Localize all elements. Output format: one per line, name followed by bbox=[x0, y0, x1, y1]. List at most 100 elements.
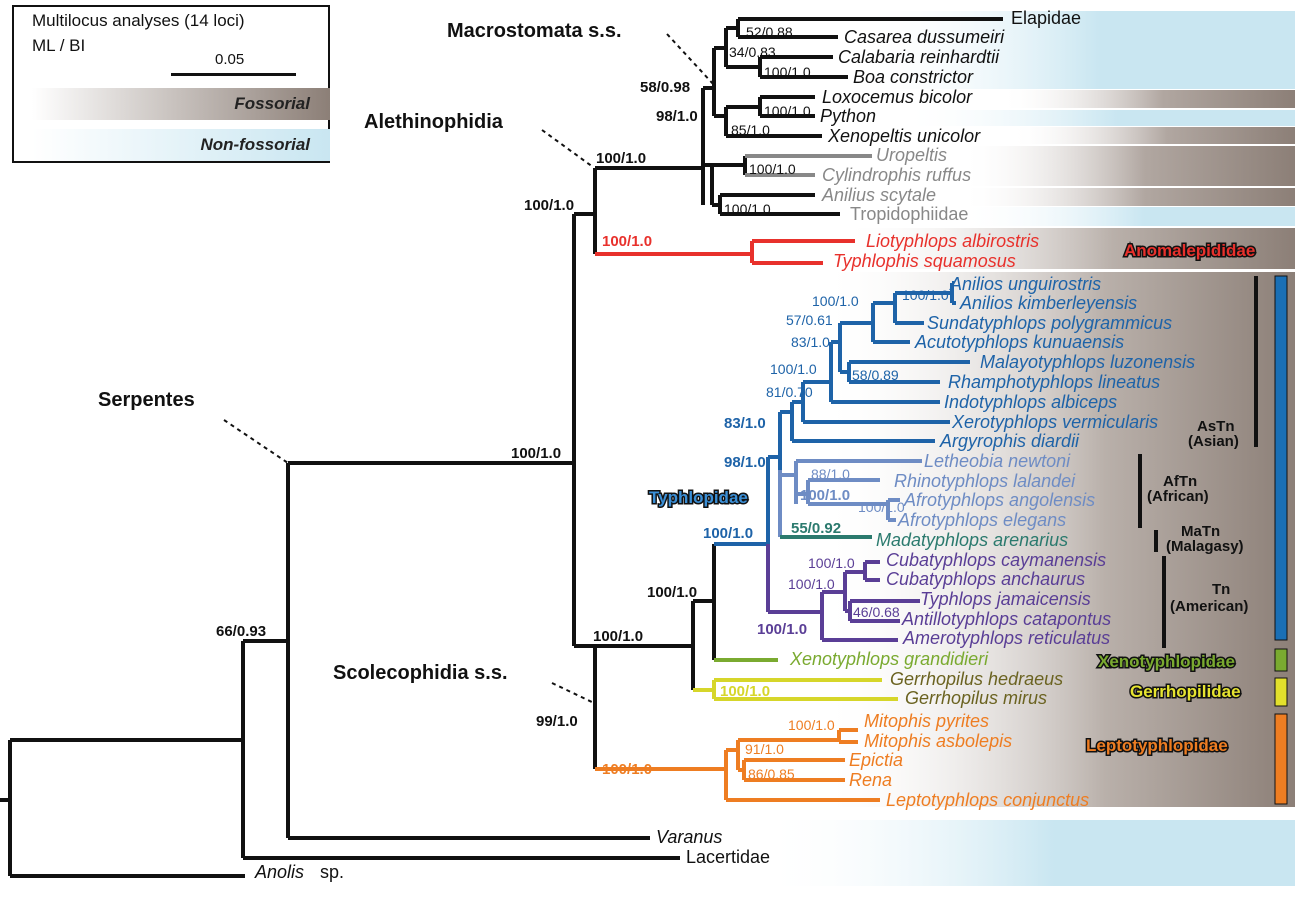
support-57: 57/0.61 bbox=[786, 312, 833, 328]
tip-antillo: Antillotyphlops catapontus bbox=[901, 609, 1111, 629]
support-85: 85/1.0 bbox=[731, 122, 770, 138]
bar-leptotyphlopidae bbox=[1274, 713, 1288, 805]
support-99: 99/1.0 bbox=[536, 713, 578, 730]
tip-letheobia: Letheobia newtoni bbox=[924, 451, 1071, 471]
clade-label-alethinophidia: Alethinophidia bbox=[364, 111, 504, 133]
tip-cylindrophis: Cylindrophis ruffus bbox=[822, 165, 971, 185]
support-typhlopidae: 100/1.0 bbox=[703, 525, 753, 542]
tip-anilios-u: Anilios unguirostris bbox=[949, 274, 1101, 294]
legend-fossorial-swatch: Fossorial bbox=[32, 88, 330, 120]
bar-gerrhopilidae bbox=[1274, 677, 1288, 707]
tip-calabaria: Calabaria reinhardtii bbox=[838, 47, 1000, 67]
support-58-098: 58/0.98 bbox=[640, 79, 690, 96]
tip-anilius: Anilius scytale bbox=[821, 185, 936, 205]
support-81: 81/0.70 bbox=[766, 384, 813, 400]
support-uropeltis: 100/1.0 bbox=[749, 161, 796, 177]
tip-afro-ele: Afrotyphlops elegans bbox=[897, 510, 1066, 530]
support-52: 52/0.88 bbox=[746, 24, 793, 40]
support-afro-tip: 100/1.0 bbox=[858, 499, 905, 515]
tip-amerotyphlops: Amerotyphlops reticulatus bbox=[902, 628, 1110, 648]
group-bars bbox=[1138, 275, 1288, 805]
tip-mito-pyr: Mitophis pyrites bbox=[864, 711, 989, 731]
band-fossorial-xenopeltis bbox=[1010, 127, 1295, 144]
pointer-alethinophidia bbox=[541, 129, 594, 168]
support-46: 46/0.68 bbox=[853, 604, 900, 620]
tip-rena: Rena bbox=[849, 770, 892, 790]
support-rhampho: 100/1.0 bbox=[770, 361, 817, 377]
support-american: 100/1.0 bbox=[757, 621, 807, 638]
group-tn-name: (American) bbox=[1170, 598, 1248, 615]
group-aftn-name: (African) bbox=[1147, 488, 1209, 505]
tip-rhampho: Rhamphotyphlops lineatus bbox=[948, 372, 1160, 392]
support-34: 34/0.83 bbox=[729, 44, 776, 60]
legend-subtitle: ML / BI bbox=[32, 36, 86, 55]
support-gerrhopilidae: 100/1.0 bbox=[720, 683, 770, 700]
band-fossorial-scolecophidians bbox=[840, 228, 1295, 269]
support-python: 100/1.0 bbox=[764, 103, 811, 119]
support-alethinophidia: 100/1.0 bbox=[596, 150, 646, 167]
scale-bar bbox=[171, 73, 296, 76]
support-cuba: 100/1.0 bbox=[808, 555, 855, 571]
clade-label-scolecophidia: Scolecophidia s.s. bbox=[333, 662, 508, 684]
support-83b: 83/1.0 bbox=[724, 415, 766, 432]
legend-nonfossorial-swatch: Non-fossorial bbox=[32, 129, 330, 161]
group-aftn-code: AfTn bbox=[1163, 473, 1197, 490]
tip-xenopeltis: Xenopeltis unicolor bbox=[827, 126, 981, 146]
tip-python: Python bbox=[820, 106, 876, 126]
tip-lacertidae: Lacertidae bbox=[686, 847, 770, 867]
tip-typhlophis: Typhlophis squamosus bbox=[833, 251, 1016, 271]
tip-afro-ang: Afrotyphlops angolensis bbox=[903, 490, 1095, 510]
support-86: 86/0.85 bbox=[748, 766, 795, 782]
support-amer-inner: 100/1.0 bbox=[788, 576, 835, 592]
family-label-gerrhopilidae: Gerrhopilidae bbox=[1130, 682, 1241, 701]
tip-indotyphlops: Indotyphlops albiceps bbox=[944, 392, 1117, 412]
bar-aftn bbox=[1138, 454, 1142, 528]
tip-uropeltis: Uropeltis bbox=[876, 145, 947, 165]
support-98: 98/1.0 bbox=[724, 454, 766, 471]
band-nonfossorial-boids bbox=[860, 11, 1295, 89]
pointer-scolecophidia bbox=[551, 682, 595, 704]
tip-liotyphlops: Liotyphlops albirostris bbox=[866, 231, 1039, 251]
tip-anolis: Anolis bbox=[254, 862, 304, 882]
support-leptotyphlopidae: 100/1.0 bbox=[602, 761, 652, 778]
legend-box: Multilocus analyses (14 loci) ML / BI 0.… bbox=[12, 5, 330, 163]
tip-elapidae: Elapidae bbox=[1011, 8, 1081, 28]
band-fossorial-loxocemus bbox=[1000, 90, 1295, 108]
pointer-serpentes bbox=[223, 419, 289, 464]
tip-malayo: Malayotyphlops luzonensis bbox=[980, 352, 1195, 372]
support-rhino: 88/1.0 bbox=[811, 466, 850, 482]
tip-anolis-sp: sp. bbox=[320, 862, 344, 882]
band-fossorial-uropeltids bbox=[960, 146, 1295, 186]
band-fossorial-anilius bbox=[960, 188, 1295, 206]
tip-xerotyphlops: Xerotyphlops vermicularis bbox=[951, 412, 1158, 432]
tip-madatyphlops: Madatyphlops arenarius bbox=[876, 530, 1068, 550]
tip-anilios-k: Anilios kimberleyensis bbox=[959, 293, 1137, 313]
tree-branches bbox=[0, 17, 1003, 878]
support-sunda: 100/1.0 bbox=[812, 293, 859, 309]
pointer-macrostomata bbox=[666, 33, 715, 86]
support-66: 66/0.93 bbox=[216, 623, 266, 640]
tip-typhlops-j: Typhlops jamaicensis bbox=[920, 589, 1091, 609]
bar-matn bbox=[1154, 530, 1158, 552]
tip-rhinotyphlops: Rhinotyphlops lalandei bbox=[894, 471, 1076, 491]
support-58: 58/0.89 bbox=[852, 367, 899, 383]
bar-astn bbox=[1254, 276, 1258, 447]
support-98-10: 98/1.0 bbox=[656, 108, 698, 125]
tip-argyrophis: Argyrophis diardii bbox=[939, 431, 1080, 451]
support-scolecophidia: 100/1.0 bbox=[593, 628, 643, 645]
tip-cuba-cay: Cubatyphlops caymanensis bbox=[886, 550, 1106, 570]
support-mitophis: 100/1.0 bbox=[788, 717, 835, 733]
support-node-574: 100/1.0 bbox=[524, 197, 574, 214]
family-label-anomalepididae: Anomalepididae bbox=[1124, 241, 1255, 260]
tip-boa: Boa constrictor bbox=[853, 67, 974, 87]
bar-typhlopidae bbox=[1274, 275, 1288, 641]
support-anilius: 100/1.0 bbox=[724, 201, 771, 217]
group-tn-code: Tn bbox=[1212, 581, 1230, 598]
band-nonfossorial-python bbox=[900, 110, 1295, 126]
tip-leptotyphlops: Leptotyphlops conjunctus bbox=[886, 790, 1089, 810]
support-afro-inner: 100/1.0 bbox=[800, 487, 850, 504]
support-83a: 83/1.0 bbox=[791, 334, 830, 350]
tip-gerr-hed: Gerrhopilus hedraeus bbox=[890, 669, 1063, 689]
bar-tn bbox=[1162, 556, 1166, 648]
